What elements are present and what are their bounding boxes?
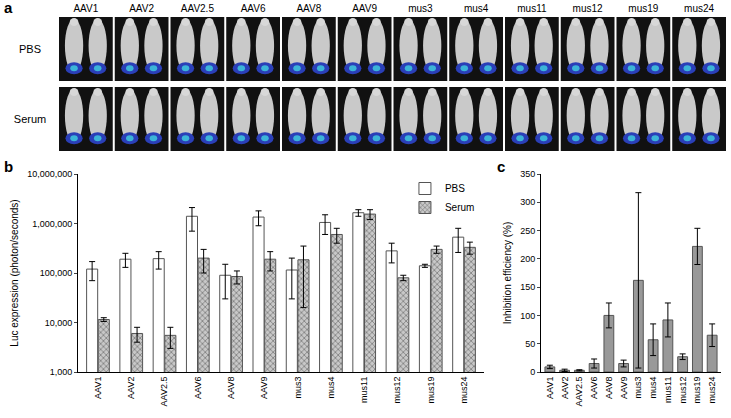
svg-text:50: 50 — [525, 339, 535, 349]
svg-text:AAV9: AAV9 — [619, 377, 629, 399]
svg-text:AAV8: AAV8 — [604, 377, 614, 399]
svg-text:mus3: mus3 — [408, 3, 433, 14]
svg-text:mus24: mus24 — [707, 377, 717, 404]
svg-text:AAV8: AAV8 — [226, 377, 236, 399]
svg-text:mus12: mus12 — [392, 377, 402, 404]
svg-text:mus4: mus4 — [464, 3, 489, 14]
svg-text:mus11: mus11 — [663, 377, 673, 403]
svg-text:mus3: mus3 — [293, 377, 303, 399]
svg-text:a: a — [4, 0, 13, 16]
svg-text:350: 350 — [520, 169, 535, 179]
svg-text:AAV6: AAV6 — [241, 3, 266, 14]
svg-text:Luc expression (photon/seconds: Luc expression (photon/seconds) — [9, 199, 20, 346]
svg-text:150: 150 — [520, 282, 535, 292]
svg-text:mus12: mus12 — [573, 3, 603, 14]
html-text:b: b — [4, 158, 14, 175]
svg-text:mus19: mus19 — [628, 3, 658, 14]
svg-text:100,000: 100,000 — [40, 268, 73, 278]
svg-text:AAV2: AAV2 — [129, 3, 154, 14]
svg-text:mus11: mus11 — [359, 377, 369, 403]
svg-text:200: 200 — [520, 254, 535, 264]
svg-text:AAV6: AAV6 — [193, 377, 203, 399]
svg-text:AAV8: AAV8 — [296, 3, 321, 14]
svg-text:Inhibition efficiency (%): Inhibition efficiency (%) — [502, 222, 513, 325]
svg-text:0: 0 — [530, 367, 535, 377]
svg-text:250: 250 — [520, 226, 535, 236]
svg-text:PBS: PBS — [445, 183, 465, 194]
svg-text:100: 100 — [520, 311, 535, 321]
svg-text:Serum: Serum — [14, 113, 46, 125]
svg-text:mus24: mus24 — [459, 377, 469, 404]
svg-text:AAV9: AAV9 — [352, 3, 377, 14]
svg-text:300: 300 — [520, 197, 535, 207]
svg-text:AAV2.5: AAV2.5 — [574, 377, 584, 407]
svg-text:mus4: mus4 — [648, 377, 658, 399]
svg-text:AAV9: AAV9 — [259, 377, 269, 399]
svg-text:mus4: mus4 — [326, 377, 336, 399]
svg-text:AAV2: AAV2 — [560, 377, 570, 399]
svg-text:1,000,000: 1,000,000 — [32, 219, 72, 229]
svg-text:AAV1: AAV1 — [545, 377, 555, 399]
svg-text:AAV1: AAV1 — [93, 377, 103, 399]
svg-text:mus3: mus3 — [633, 377, 643, 399]
svg-text:mus19: mus19 — [692, 377, 702, 404]
svg-text:mus12: mus12 — [678, 377, 688, 404]
svg-text:AAV6: AAV6 — [589, 377, 599, 399]
svg-text:mus19: mus19 — [426, 377, 436, 404]
html-text:c: c — [497, 158, 506, 175]
svg-text:AAV2.5: AAV2.5 — [159, 377, 169, 407]
svg-text:AAV1: AAV1 — [73, 3, 98, 14]
svg-text:AAV2: AAV2 — [126, 377, 136, 399]
svg-text:mus24: mus24 — [684, 3, 714, 14]
svg-text:10,000,000: 10,000,000 — [27, 169, 72, 179]
svg-text:AAV2.5: AAV2.5 — [181, 3, 215, 14]
svg-text:PBS: PBS — [19, 43, 41, 55]
svg-text:mus11: mus11 — [517, 3, 547, 14]
svg-text:10,000: 10,000 — [45, 318, 73, 328]
svg-text:Serum: Serum — [445, 202, 474, 213]
svg-text:1,000: 1,000 — [50, 367, 73, 377]
